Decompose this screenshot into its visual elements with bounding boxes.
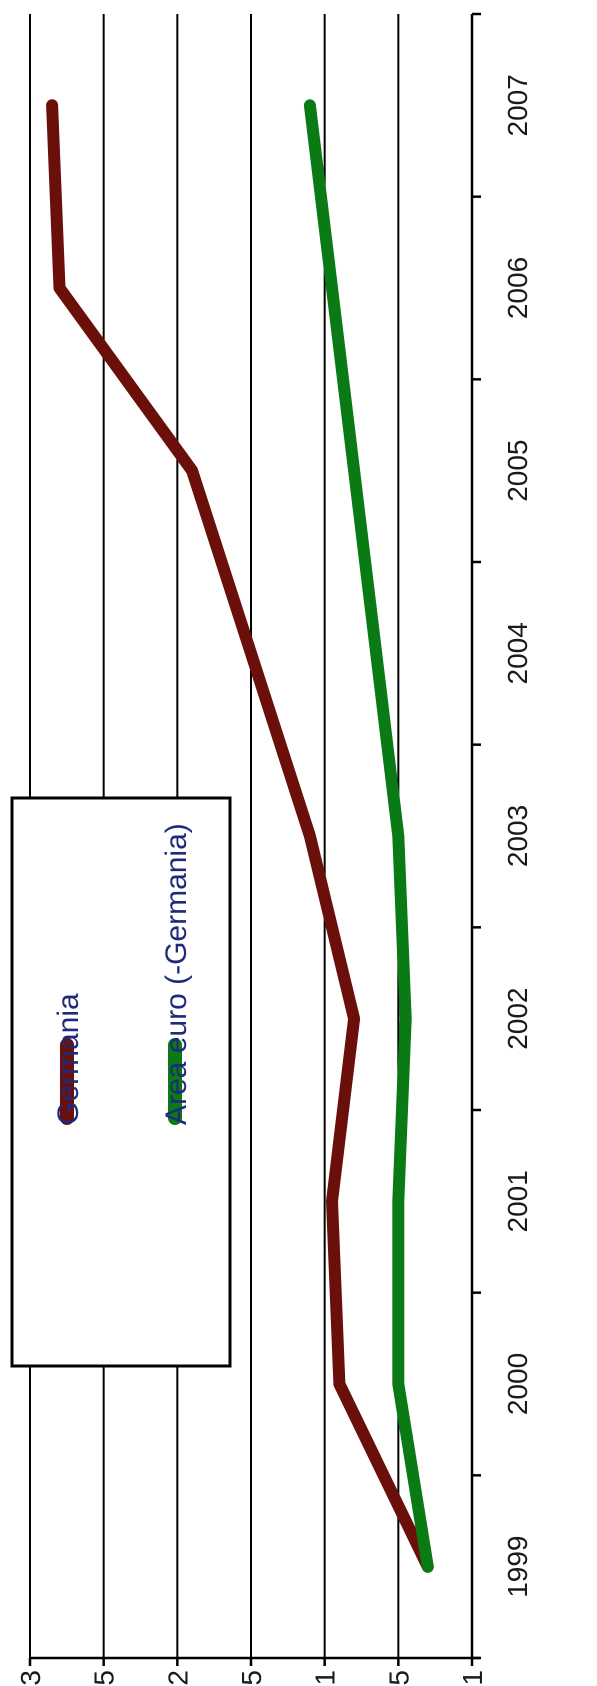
x-tick-label: 2005 <box>502 440 533 502</box>
x-tick-label: 2001 <box>502 1170 533 1232</box>
x-axis-ticks: 1999 2000 2001 2002 2003 2004 2005 2006 2007 <box>472 12 533 1660</box>
y-tick-label: 1,1 <box>310 1670 341 1686</box>
x-tick-label: 2006 <box>502 257 533 319</box>
x-tick-label: 2002 <box>502 988 533 1050</box>
series-line-germania <box>46 99 434 1573</box>
y-tick-label: 1,2 <box>162 1670 193 1686</box>
x-tick-label: 2007 <box>502 74 533 136</box>
y-tick-label: 1,25 <box>89 1670 120 1686</box>
axes <box>30 14 480 1660</box>
y-tick-label: 1 <box>457 1670 488 1686</box>
y-tick-label: 1,05 <box>383 1670 414 1686</box>
x-tick-label: 2000 <box>502 1353 533 1415</box>
legend-label-area-euro: Area euro (-Germania) <box>160 823 193 1125</box>
y-tick-label: 1,15 <box>236 1670 267 1686</box>
y-tick-label: 1,3 <box>15 1670 46 1686</box>
x-tick-label: 2004 <box>502 622 533 684</box>
legend: Germania Area euro (-Germania) <box>10 796 232 1368</box>
y-axis-ticks: 1 1,05 1,1 1,15 1,2 1,25 1,3 <box>15 1658 488 1686</box>
x-tick-label: 2003 <box>502 805 533 867</box>
legend-box <box>10 796 232 1368</box>
series-lines <box>46 99 434 1573</box>
x-tick-label: 1999 <box>502 1536 533 1598</box>
legend-label-germania: Germania <box>52 993 85 1125</box>
series-line-area-euro <box>303 99 434 1573</box>
